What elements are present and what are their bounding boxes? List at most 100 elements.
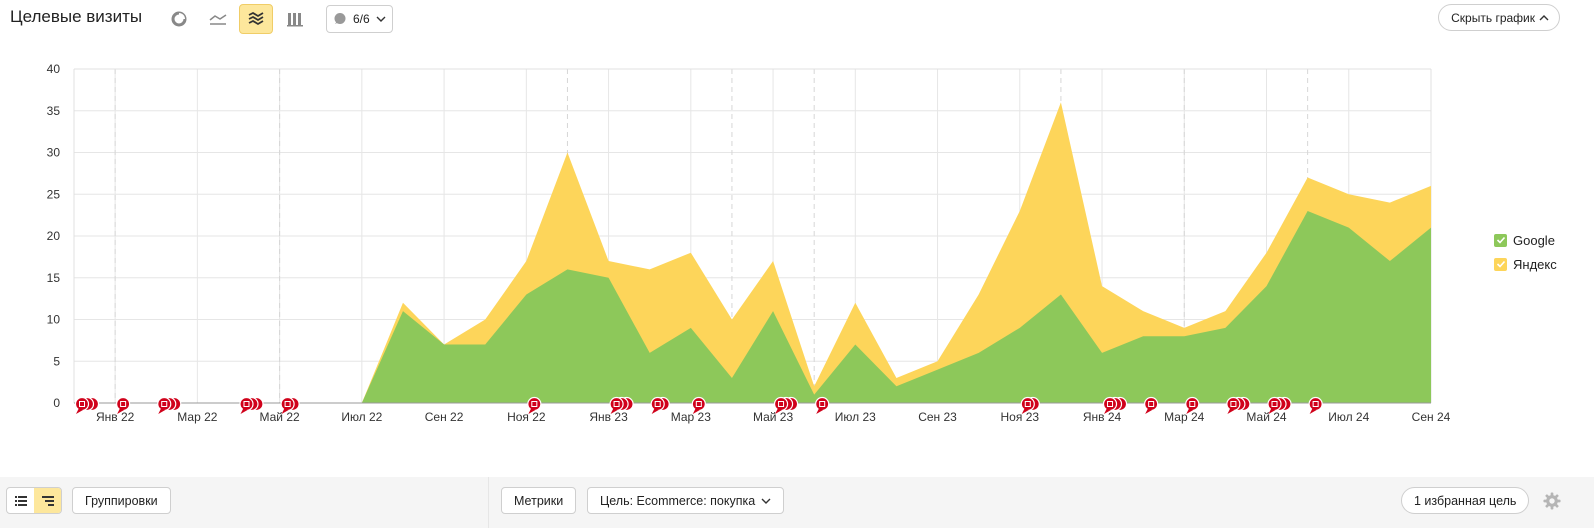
note-marker-tail xyxy=(281,408,289,414)
favorite-goals-button[interactable]: 1 избранная цель xyxy=(1401,487,1530,514)
note-marker-tail xyxy=(610,408,618,414)
check-icon xyxy=(1496,236,1505,244)
note-marker-tail xyxy=(651,408,659,414)
goal-dropdown[interactable]: Цель: Ecommerce: покупка xyxy=(587,487,785,514)
note-marker[interactable] xyxy=(239,396,264,415)
note-icon xyxy=(531,401,538,407)
note-icon xyxy=(1271,401,1278,407)
legend-checkbox-yandex[interactable] xyxy=(1494,257,1507,271)
note-marker[interactable] xyxy=(1185,396,1200,415)
x-tick-label: Сен 24 xyxy=(1412,410,1451,424)
note-icon xyxy=(120,401,127,407)
note-marker-bubble xyxy=(116,396,131,412)
annotation-markers[interactable] xyxy=(74,396,1323,415)
legend-label-google: Google xyxy=(1513,232,1555,248)
legend: Google Яндекс xyxy=(1494,228,1557,276)
note-marker[interactable] xyxy=(650,396,670,415)
note-marker[interactable] xyxy=(116,396,131,415)
note-marker-bubble xyxy=(74,396,90,412)
pie-chart-icon xyxy=(171,11,187,27)
note-marker[interactable] xyxy=(815,396,830,415)
note-marker[interactable] xyxy=(1267,396,1292,415)
note-marker-bubble xyxy=(815,396,830,412)
x-tick-label: Сен 23 xyxy=(918,410,957,424)
note-marker-tail xyxy=(692,408,700,414)
groupings-button[interactable]: Группировки xyxy=(72,487,171,514)
tree-list-icon xyxy=(41,495,54,506)
note-marker-bubble xyxy=(1267,396,1282,412)
series-area-google xyxy=(74,210,1431,403)
x-tick-label: Май 24 xyxy=(1246,410,1287,424)
comment-icon xyxy=(334,13,346,24)
legend-checkbox-google[interactable] xyxy=(1494,233,1507,247)
pie-chart-button[interactable] xyxy=(164,5,194,33)
note-marker[interactable] xyxy=(74,396,100,415)
x-tick-label: Янв 22 xyxy=(96,410,135,424)
note-marker-bubble xyxy=(609,396,624,412)
note-marker-tail xyxy=(240,408,248,414)
note-icon xyxy=(79,401,85,407)
note-marker[interactable] xyxy=(280,396,300,415)
check-icon xyxy=(1496,260,1505,268)
x-tick-label: Мар 23 xyxy=(671,410,711,424)
notes-dropdown[interactable]: 6/6 xyxy=(326,5,393,33)
note-icon xyxy=(1230,401,1237,407)
note-marker[interactable] xyxy=(1020,396,1040,415)
note-marker[interactable] xyxy=(157,396,182,415)
gear-icon[interactable] xyxy=(1543,492,1561,510)
x-tick-label: Июл 23 xyxy=(835,410,876,424)
note-marker-bubble xyxy=(157,396,172,412)
note-marker[interactable] xyxy=(1144,396,1159,415)
note-icon xyxy=(284,401,291,407)
bar-chart-icon xyxy=(287,13,303,27)
series-areas xyxy=(74,102,1431,404)
tree-view-button[interactable] xyxy=(34,488,61,513)
note-icon xyxy=(695,401,702,407)
hide-chart-label: Скрыть график xyxy=(1451,10,1535,25)
page-title: Целевые визиты xyxy=(10,7,143,26)
note-marker-tail xyxy=(76,408,83,414)
note-marker[interactable] xyxy=(1102,396,1128,415)
note-icon xyxy=(1312,401,1319,407)
note-marker-tail xyxy=(117,408,125,414)
note-marker-bubble xyxy=(527,396,542,412)
note-marker[interactable] xyxy=(527,396,542,415)
x-tick-label: Мар 22 xyxy=(177,410,217,424)
note-icon xyxy=(1148,401,1155,407)
note-marker-bubble xyxy=(1308,396,1323,412)
line-chart-icon xyxy=(209,14,227,25)
note-marker[interactable] xyxy=(773,396,799,415)
note-marker-bubble xyxy=(1226,396,1241,412)
legend-item-yandex[interactable]: Яндекс xyxy=(1494,252,1557,276)
y-tick-label: 40 xyxy=(47,62,61,76)
note-icon xyxy=(654,401,661,407)
axes: 0 5 10 15 20 25 30 35 40 Янв 22 Мар 22 Май 22 Июл 22… xyxy=(47,62,1451,424)
legend-item-google[interactable]: Google xyxy=(1494,228,1557,252)
note-marker-bubble xyxy=(1020,396,1035,412)
y-tick-label: 20 xyxy=(47,229,61,243)
legend-label-yandex: Яндекс xyxy=(1513,256,1557,272)
stacked-area-icon xyxy=(248,11,264,26)
y-tick-label: 0 xyxy=(53,396,60,410)
stacked-area-button[interactable] xyxy=(239,4,273,34)
note-marker-bubble xyxy=(1185,396,1200,412)
note-marker[interactable] xyxy=(1308,396,1323,415)
y-tick-label: 15 xyxy=(47,271,61,285)
note-marker-tail xyxy=(816,408,824,414)
note-icon xyxy=(243,401,250,407)
note-marker-tail xyxy=(1145,408,1153,414)
note-marker-bubble xyxy=(1144,396,1159,412)
hide-chart-button[interactable]: Скрыть график xyxy=(1438,4,1560,31)
x-tick-label: Янв 23 xyxy=(589,410,628,424)
note-marker-tail xyxy=(1309,408,1317,414)
note-marker[interactable] xyxy=(1226,396,1251,415)
note-marker[interactable] xyxy=(609,396,634,415)
chevron-down-icon xyxy=(761,498,771,504)
list-view-button[interactable] xyxy=(7,488,34,513)
stacked-area-chart: 0 5 10 15 20 25 30 35 40 Янв 22 Мар 22 Май 22 Июл 22… xyxy=(47,62,1451,424)
note-marker[interactable] xyxy=(691,396,706,415)
x-tick-label: Ноя 22 xyxy=(507,410,546,424)
line-chart-button[interactable] xyxy=(203,5,233,33)
bar-chart-button[interactable] xyxy=(280,5,310,33)
metrics-button[interactable]: Метрики xyxy=(501,487,577,514)
